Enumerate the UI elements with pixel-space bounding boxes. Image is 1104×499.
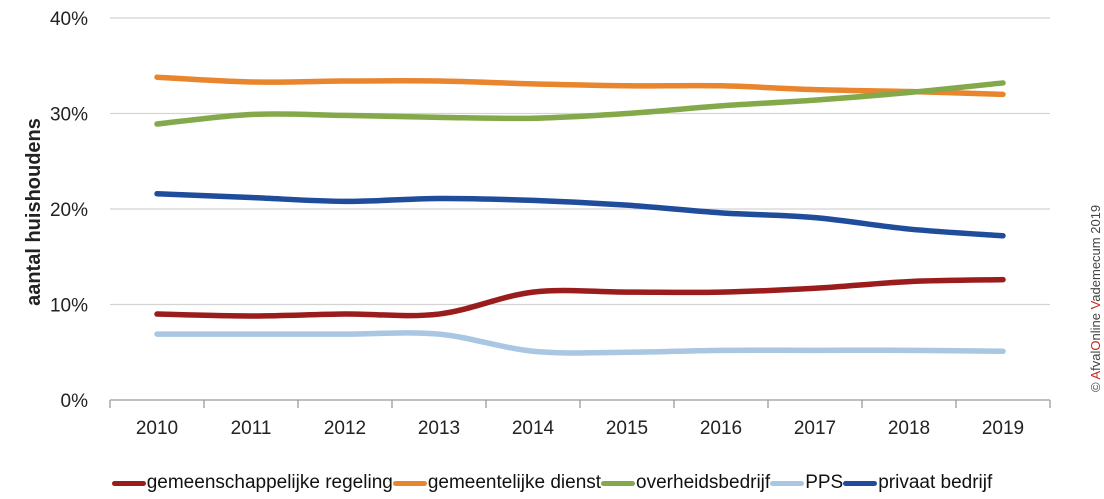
- x-tick-label: 2017: [794, 418, 836, 439]
- x-tick-label: 2018: [888, 418, 930, 439]
- series-line-overheidsbedrijf: [154, 80, 1006, 127]
- x-tick-label: 2013: [418, 418, 460, 439]
- credit-nline: nline: [1088, 309, 1103, 341]
- credit-prefix: ©: [1088, 379, 1103, 392]
- series-line-gemeentelijke-dienst: [154, 74, 1006, 98]
- y-axis-label: aantal huishoudens: [23, 118, 45, 306]
- legend-item-overheidsbedrijf: overheidsbedrijf: [601, 472, 770, 494]
- series-line-pps: [154, 330, 1006, 356]
- credit-o: O: [1088, 340, 1103, 351]
- credit-v: V: [1088, 301, 1103, 310]
- legend-label: PPS: [805, 472, 844, 493]
- y-axis-ticks: 0% 10% 20% 30% 40%: [50, 9, 88, 412]
- y-tick-label: 10%: [50, 296, 88, 317]
- credit-ademecum: ademecum 2019: [1088, 204, 1103, 302]
- legend-swatch: [601, 480, 636, 486]
- legend-label: privaat bedrijf: [878, 472, 993, 493]
- legend-label: gemeenschappelijke regeling: [146, 472, 393, 493]
- copyright-credit: © AfvalOnline Vademecum 2019: [1088, 205, 1103, 392]
- legend-item-privaat-bedrijf: privaat bedrijf: [843, 472, 992, 494]
- x-axis: 2010 2011 2012 2013 2014 2015 2016 2017 2018 2019: [109, 399, 1051, 439]
- series-line-gemeenschappelijke-regeling: [154, 276, 1006, 319]
- y-tick-label: 0%: [61, 391, 89, 412]
- x-tick-label: 2019: [982, 418, 1024, 439]
- y-tick-label: 30%: [50, 105, 88, 126]
- legend-item-gemeenschappelijke-regeling: gemeenschappelijke regeling: [111, 472, 393, 494]
- series-lines: [154, 74, 1006, 356]
- series-line-privaat-bedrijf: [154, 190, 1006, 239]
- x-tick-label: 2016: [700, 418, 742, 439]
- legend-swatch: [111, 480, 146, 486]
- legend-swatch: [843, 480, 878, 486]
- legend-item-pps: PPS: [770, 472, 843, 494]
- x-tick-label: 2010: [136, 418, 178, 439]
- chart-legend: gemeenschappelijke regeling gemeentelijke…: [0, 472, 1104, 494]
- legend-item-gemeentelijke-dienst: gemeentelijke dienst: [392, 472, 602, 494]
- x-tick-label: 2011: [231, 418, 272, 439]
- legend-swatch: [392, 480, 427, 486]
- x-tick-label: 2014: [512, 418, 555, 439]
- y-tick-label: 20%: [50, 200, 88, 221]
- y-tick-label: 40%: [50, 9, 88, 30]
- x-tick-label: 2015: [606, 418, 648, 439]
- line-chart: 0%10%20%30%40% 2010 2011 2012 2013 2014 2015 2…: [23, 9, 1051, 439]
- credit-a: A: [1088, 370, 1103, 380]
- legend-label: overheidsbedrijf: [636, 472, 771, 493]
- credit-afval: fval: [1088, 350, 1103, 371]
- legend-label: gemeentelijke dienst: [427, 472, 602, 493]
- legend-swatch: [770, 480, 805, 486]
- grid-lines: [110, 17, 1050, 306]
- x-tick-label: 2012: [324, 418, 366, 439]
